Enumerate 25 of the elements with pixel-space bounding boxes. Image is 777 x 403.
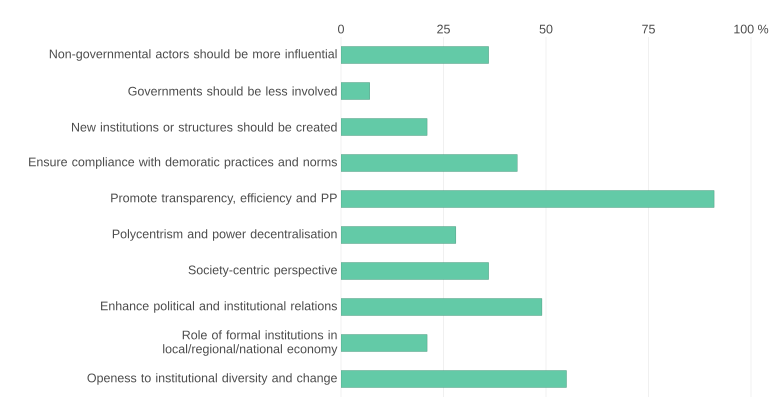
y-tick-label: Ensure compliance with demoratic practices and norms <box>29 157 337 169</box>
y-tick-label: Role of formal institutions in local/regional/national economy <box>163 330 338 356</box>
x-tick-label: 75 <box>642 24 655 34</box>
x-tick-label: 25 <box>437 24 450 34</box>
bar <box>341 46 489 64</box>
y-tick-label: Polycentrism and power decentralisation <box>112 229 337 241</box>
y-tick-label: New institutions or structures should be created <box>72 122 337 132</box>
bar <box>341 154 518 172</box>
bar <box>341 118 428 136</box>
x-tick-label: 50 <box>540 24 552 34</box>
y-tick-label: Enhance political and institutional relations <box>101 301 337 313</box>
y-tick-label: Society-centric perspective <box>188 265 337 277</box>
bar <box>341 262 489 280</box>
y-tick-label: Non-governmental actors should be more influential <box>50 49 337 61</box>
bar <box>341 334 428 352</box>
y-tick-label: Openess to institutional diversity and change <box>87 373 337 385</box>
y-tick-label: Promote transparency, efficiency and PP <box>111 193 337 205</box>
bar <box>341 226 456 244</box>
bar <box>341 298 542 316</box>
bar <box>341 82 370 100</box>
bar <box>341 370 567 388</box>
bar <box>341 190 714 208</box>
y-tick-label: Governments should be less involved <box>128 86 337 96</box>
x-tick-label: 0 <box>338 24 344 34</box>
x-tick-label: 100 % <box>734 24 768 34</box>
